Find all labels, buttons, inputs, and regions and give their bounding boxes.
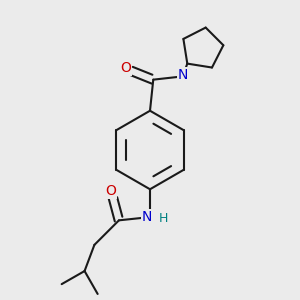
Text: O: O xyxy=(120,61,131,75)
Text: O: O xyxy=(105,184,116,198)
Text: N: N xyxy=(142,210,152,224)
Text: H: H xyxy=(158,212,168,225)
Text: N: N xyxy=(178,68,188,82)
